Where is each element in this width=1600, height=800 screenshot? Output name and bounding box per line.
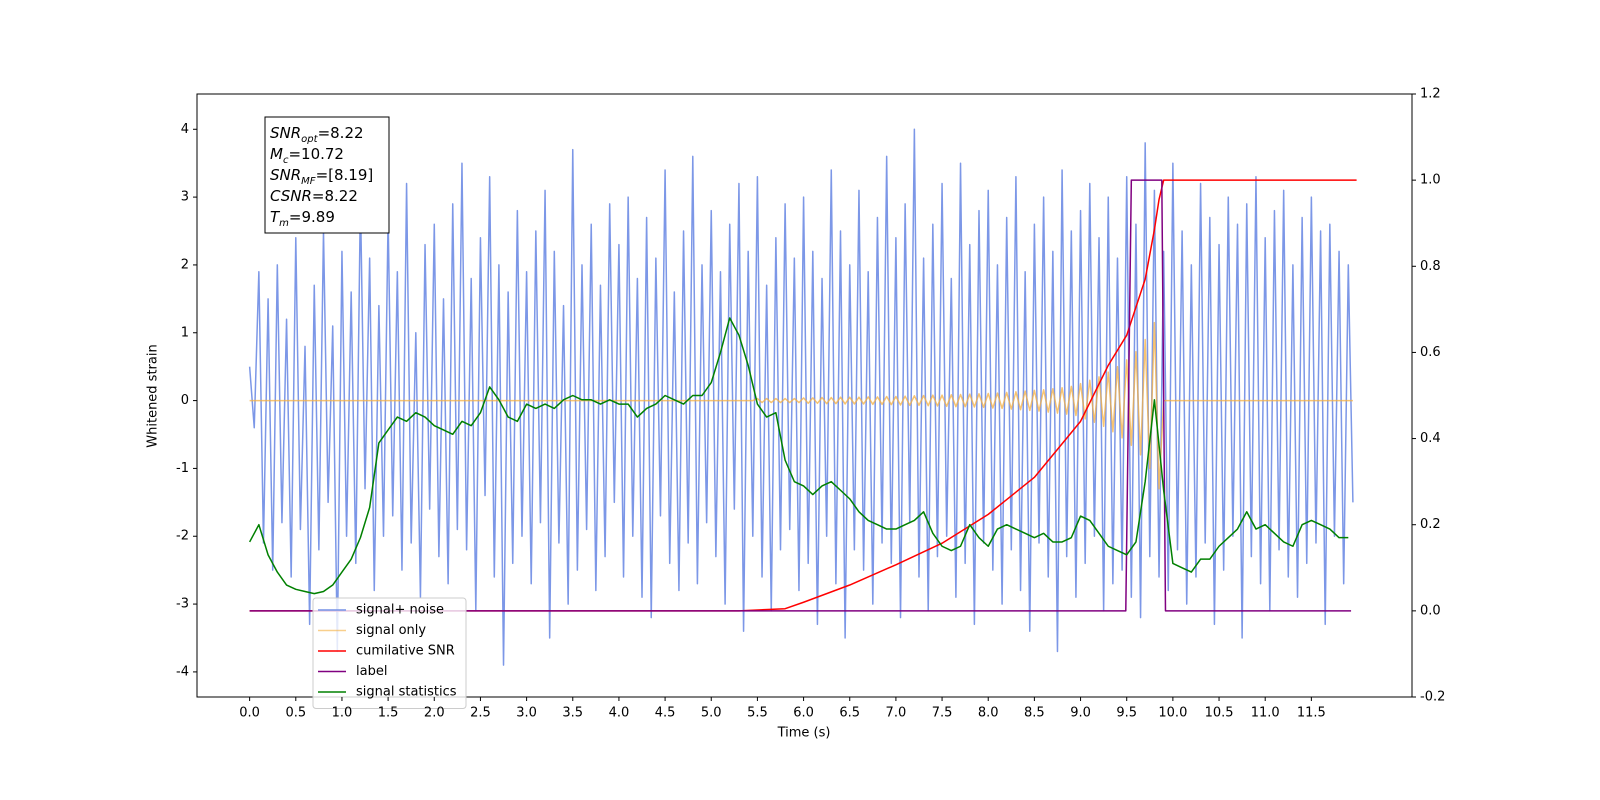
x-tick-label: 8.0 <box>978 706 999 721</box>
x-tick-label: 8.5 <box>1024 706 1045 721</box>
series-line <box>249 321 1353 490</box>
y-tick-label: 4 <box>181 122 189 137</box>
series-line <box>248 317 1349 595</box>
x-tick-label: 6.0 <box>793 706 814 721</box>
annotation-symbol: M <box>270 145 283 163</box>
x-axis-label: Time (s) <box>777 726 831 741</box>
y2-tick-label: -0.2 <box>1420 690 1445 705</box>
x-tick-label: 4.5 <box>655 706 676 721</box>
x-tick-label: 10.0 <box>1158 706 1187 721</box>
legend-label: signal+ noise <box>356 603 444 618</box>
x-tick-label: 0.5 <box>285 706 306 721</box>
y-tick-label: 1 <box>181 325 189 340</box>
annotation-frame <box>264 116 390 234</box>
annotation-symbol: CSNR <box>270 187 312 205</box>
x-tick-label: 11.5 <box>1297 706 1326 721</box>
x-tick-label: 11.0 <box>1251 706 1280 721</box>
x-tick-label: 10.5 <box>1205 706 1234 721</box>
annotation-value: =9.89 <box>289 208 335 226</box>
x-tick-label: 2.0 <box>424 706 445 721</box>
legend-frame <box>312 597 467 709</box>
y2-tick-label: 0.2 <box>1420 517 1441 532</box>
annotation-value: =10.72 <box>288 145 344 163</box>
annotation-symbol: SNR <box>270 124 301 142</box>
series-line <box>249 179 1352 612</box>
x-tick-label: 6.5 <box>839 706 860 721</box>
x-tick-label: 7.0 <box>886 706 907 721</box>
y2-tick-label: 0.8 <box>1420 259 1441 274</box>
plot-area <box>248 128 1357 666</box>
annotation-value: =8.22 <box>312 187 358 205</box>
y2-tick-label: 1.2 <box>1420 87 1441 102</box>
x-tick-label: 4.0 <box>609 706 630 721</box>
x-tick-label: 3.5 <box>562 706 583 721</box>
annotation-text: Mc=10.72 <box>270 145 344 166</box>
x-tick-label: 7.5 <box>932 706 953 721</box>
annotation-symbol: T <box>270 208 281 226</box>
annotation-subscript: m <box>279 218 289 229</box>
series-line <box>248 128 1354 666</box>
x-tick-label: 1.0 <box>332 706 353 721</box>
axes-frame <box>196 93 1413 698</box>
annotation-subscript: c <box>283 155 289 166</box>
y2-tick-label: 0.6 <box>1420 345 1441 360</box>
y-tick-label: 2 <box>181 257 189 272</box>
annotation-text: CSNR=8.22 <box>270 187 358 205</box>
annotation-value: =8.22 <box>318 124 364 142</box>
y-tick-label: -3 <box>176 597 189 612</box>
y-tick-label: -4 <box>176 664 189 679</box>
x-tick-label: 3.0 <box>516 706 537 721</box>
y-axis-label: Whitened strain <box>146 344 161 447</box>
annotation-subscript: opt <box>301 134 318 145</box>
legend-label: label <box>356 664 387 679</box>
y-tick-label: -2 <box>176 529 189 544</box>
y2-tick-label: 1.0 <box>1420 173 1441 188</box>
legend-label: signal statistics <box>356 685 457 700</box>
annotation-text: SNRopt=8.22 <box>270 124 364 145</box>
x-tick-label: 9.0 <box>1070 706 1091 721</box>
annotation-text: Tm=9.89 <box>270 208 335 229</box>
annotation-text: SNRMF=[8.19] <box>270 166 373 187</box>
series-line <box>249 179 1357 612</box>
y2-tick-label: 0.4 <box>1420 431 1441 446</box>
x-tick-label: 5.5 <box>747 706 768 721</box>
x-tick-label: 2.5 <box>470 706 491 721</box>
legend-label: signal only <box>356 623 426 638</box>
y2-tick-label: 0.0 <box>1420 603 1441 618</box>
annotation-box: SNRopt=8.22Mc=10.72SNRMF=[8.19]CSNR=8.22… <box>264 116 390 234</box>
annotation-subscript: MF <box>301 176 316 187</box>
x-tick-label: 0.0 <box>239 706 260 721</box>
annotation-symbol: SNR <box>270 166 301 184</box>
y-tick-label: 0 <box>181 393 189 408</box>
x-tick-label: 5.0 <box>701 706 722 721</box>
x-tick-label: 1.5 <box>378 706 399 721</box>
y-tick-label: 3 <box>181 190 189 205</box>
annotation-value: =[8.19] <box>316 166 374 184</box>
legend-label: cumilative SNR <box>356 644 455 659</box>
x-tick-label: 9.5 <box>1116 706 1137 721</box>
legend: signal+ noise signal only cumilative SNR la… <box>312 597 467 709</box>
y-tick-label: -1 <box>176 461 189 476</box>
